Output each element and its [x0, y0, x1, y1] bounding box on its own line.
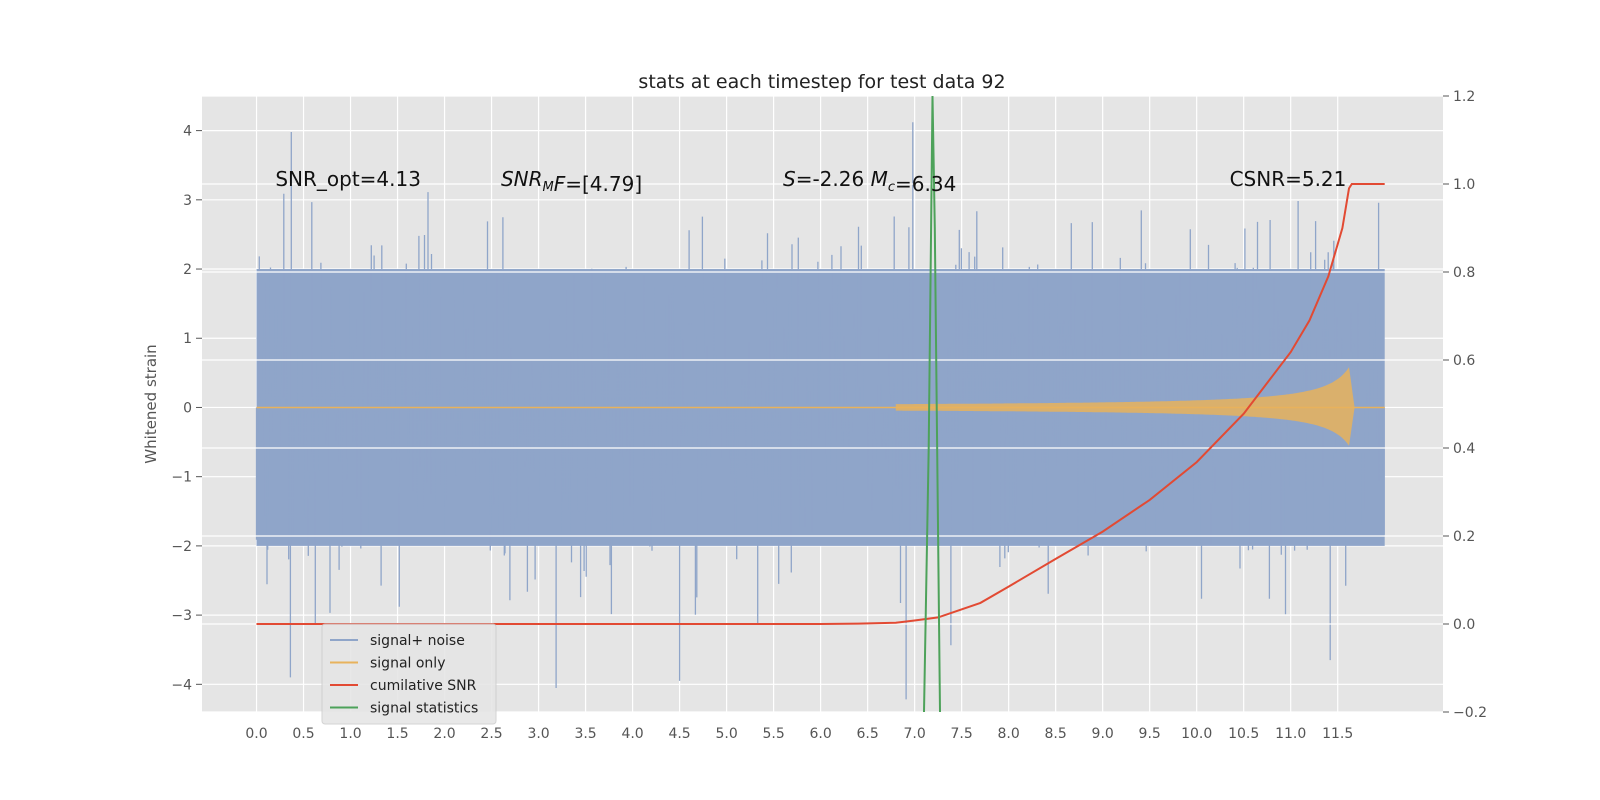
- y-tick-label: 2: [183, 262, 192, 278]
- annotation: S=-2.26 Mc=6.34: [783, 167, 956, 196]
- cumulative-snr-line: [256, 183, 1385, 625]
- annotation-part: M: [871, 167, 888, 191]
- y-tick-label: −2: [171, 539, 192, 555]
- x-tick-label: 8.5: [1045, 726, 1067, 742]
- x-tick-label: 9.5: [1139, 726, 1161, 742]
- annotation: SNRMF=[4.79]: [501, 167, 642, 196]
- y-tick-label: 0: [183, 400, 192, 416]
- annotation-part: =-2.26: [796, 167, 871, 191]
- y2-tick-label: 0.2: [1453, 529, 1475, 545]
- x-tick-label: 6.5: [856, 726, 878, 742]
- chart-title: stats at each timestep for test data 92: [638, 71, 1005, 93]
- y-tick-label: −4: [171, 677, 192, 693]
- annotation-part: M: [543, 180, 554, 195]
- x-tick-label: 2.5: [480, 726, 502, 742]
- x-tick-label: 5.0: [715, 726, 737, 742]
- y-tick-label: 3: [183, 193, 192, 209]
- y2-tick-label: 0.0: [1453, 617, 1475, 633]
- x-tick-label: 7.5: [951, 726, 973, 742]
- legend-box: [321, 623, 497, 725]
- y2-tick-label: 1.0: [1453, 177, 1475, 193]
- y-axis-label: Whitened strain: [142, 344, 160, 463]
- y2-tick-label: 0.4: [1453, 441, 1475, 457]
- annotation: SNR_opt=4.13: [275, 167, 421, 191]
- legend-label: signal statistics: [370, 701, 478, 717]
- x-tick-label: 1.5: [386, 726, 408, 742]
- x-tick-label: 11.0: [1275, 726, 1306, 742]
- y2-tick-label: 1.2: [1453, 89, 1475, 105]
- y-tick-label: 1: [183, 331, 192, 347]
- y2-tick-label: 0.8: [1453, 265, 1475, 281]
- annotation-part: c: [888, 180, 895, 195]
- annotation-part: S: [783, 167, 796, 191]
- y2-tick-label: −0.2: [1453, 705, 1487, 721]
- x-tick-label: 8.0: [998, 726, 1020, 742]
- annotation-part: =[4.79]: [565, 172, 642, 196]
- x-tick-label: 9.0: [1092, 726, 1114, 742]
- x-tick-label: 2.0: [433, 726, 455, 742]
- signal-statistics-line: [923, 95, 941, 713]
- legend-label: signal+ noise: [370, 633, 465, 649]
- annotation-part: =6.34: [895, 172, 956, 196]
- annotation-layer: SNR_opt=4.13 SNRMF=[4.79] S=-2.26 Mc=6.34 C…: [275, 167, 1346, 196]
- x-tick-label: 10.0: [1181, 726, 1212, 742]
- x-tick-label: 11.5: [1322, 726, 1353, 742]
- axis-layer: 0.0 0.5 1.0 1.5 2.0 2.5 3.0 3.5 4.0 4.5 5.0 5.5 6.0 6…: [171, 89, 1487, 742]
- y-tick-label: −1: [171, 470, 192, 486]
- annotation-part: SNR: [501, 167, 543, 191]
- signal-only-envelope: [895, 367, 1355, 446]
- x-tick-label: 1.0: [339, 726, 361, 742]
- x-tick-label: 6.0: [809, 726, 831, 742]
- x-tick-label: 3.0: [527, 726, 549, 742]
- x-tick-label: 10.5: [1228, 726, 1259, 742]
- legend-label: signal only: [370, 656, 445, 672]
- y-tick-label: −3: [171, 608, 192, 624]
- legend: signal+ noise signal only cumilative SNR si…: [321, 623, 497, 725]
- signal-only-layer: [256, 367, 1385, 446]
- y-tick-label: 4: [183, 124, 192, 140]
- x-tick-label: 0.5: [292, 726, 314, 742]
- annotation: CSNR=5.21: [1230, 167, 1347, 191]
- signal-noise-line: [255, 122, 1385, 700]
- x-tick-label: 4.0: [621, 726, 643, 742]
- y2-tick-label: 0.6: [1453, 353, 1475, 369]
- x-tick-label: 7.0: [904, 726, 926, 742]
- curve-layer: [256, 95, 1385, 713]
- x-tick-label: 4.5: [668, 726, 690, 742]
- legend-label: cumilative SNR: [370, 678, 477, 694]
- x-tick-label: 3.5: [574, 726, 596, 742]
- annotation-part: F: [554, 172, 566, 196]
- x-tick-label: 0.0: [245, 726, 267, 742]
- x-tick-label: 5.5: [762, 726, 784, 742]
